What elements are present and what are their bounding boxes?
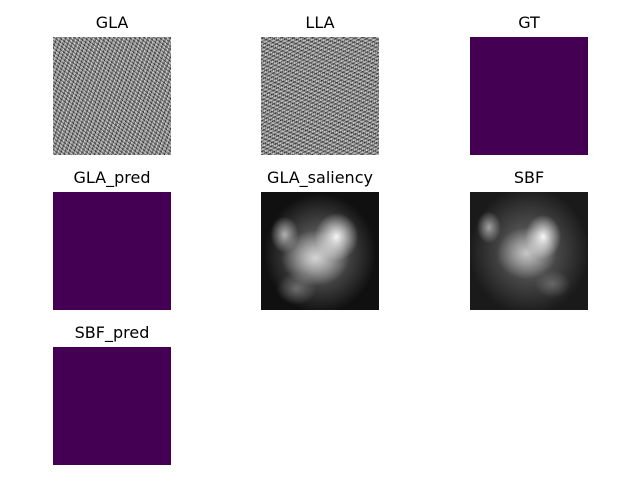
gla-pred-image <box>53 192 171 310</box>
panel-title: SBF <box>513 168 545 187</box>
panel-title: GT <box>518 13 540 32</box>
panel-title: SBF_pred <box>74 323 150 342</box>
gla-image <box>53 37 171 155</box>
lla-image <box>261 37 379 155</box>
panel-title: GLA_pred <box>73 168 151 187</box>
sbf-image <box>470 192 588 310</box>
gt-image <box>470 37 588 155</box>
panel-title: GLA_saliency <box>267 168 373 187</box>
panel-title: GLA <box>95 13 129 32</box>
panel-title: LLA <box>305 13 335 32</box>
sbf-pred-image <box>53 347 171 465</box>
gla-saliency-image <box>261 192 379 310</box>
